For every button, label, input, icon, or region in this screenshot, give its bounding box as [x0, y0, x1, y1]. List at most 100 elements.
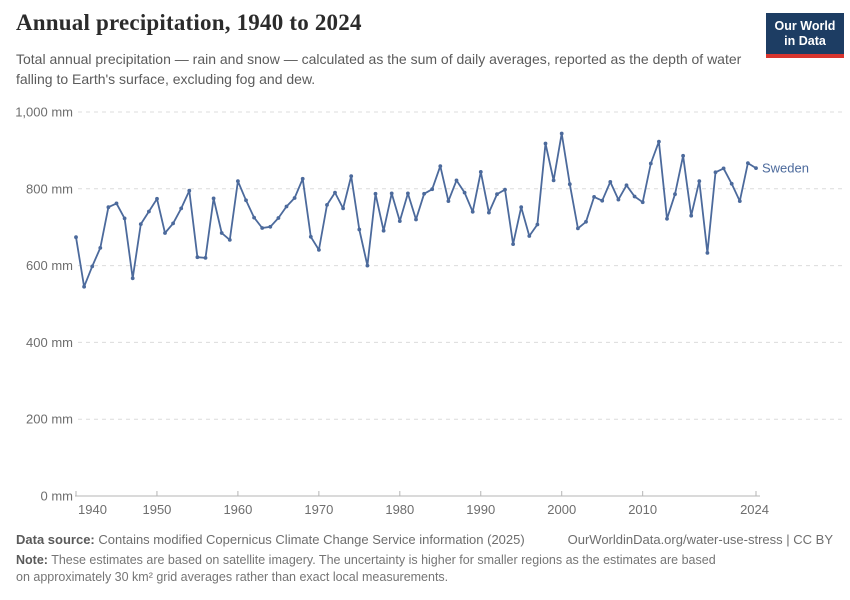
data-point[interactable]	[82, 284, 86, 289]
data-point[interactable]	[511, 242, 515, 247]
data-point[interactable]	[487, 210, 491, 215]
data-point[interactable]	[106, 205, 111, 210]
data-point[interactable]	[406, 191, 410, 196]
data-point[interactable]	[130, 276, 135, 281]
data-point[interactable]	[462, 190, 467, 195]
data-point[interactable]	[147, 209, 151, 214]
note-label: Note:	[16, 553, 48, 567]
data-point[interactable]	[122, 216, 127, 221]
note-text: These estimates are based on satellite i…	[16, 553, 716, 585]
data-point[interactable]	[478, 170, 483, 174]
data-point[interactable]	[203, 256, 208, 260]
chart-footer: Data source: Contains modified Copernicu…	[16, 532, 833, 587]
data-point[interactable]	[74, 235, 78, 240]
data-point[interactable]	[171, 221, 176, 226]
data-point[interactable]	[90, 264, 95, 269]
data-point[interactable]	[365, 263, 370, 268]
data-point[interactable]	[333, 190, 337, 195]
data-point[interactable]	[268, 224, 273, 229]
data-point[interactable]	[632, 194, 637, 199]
data-point[interactable]	[576, 226, 580, 231]
data-point[interactable]	[470, 209, 475, 214]
data-point[interactable]	[737, 199, 742, 204]
data-point[interactable]	[559, 131, 564, 136]
data-point[interactable]	[543, 141, 548, 146]
data-point[interactable]	[600, 198, 605, 203]
data-point[interactable]	[430, 187, 435, 192]
data-point[interactable]	[729, 181, 734, 186]
x-axis-tick-label: 2000	[547, 502, 576, 517]
owid-logo-line2: in Data	[784, 34, 826, 48]
data-point[interactable]	[551, 178, 556, 183]
data-point[interactable]	[567, 182, 572, 187]
data-point[interactable]	[138, 222, 143, 227]
owid-logo: Our World in Data	[766, 13, 844, 58]
data-point[interactable]	[260, 226, 265, 230]
data-point[interactable]	[389, 191, 394, 196]
data-point[interactable]	[608, 180, 613, 184]
data-point[interactable]	[422, 191, 426, 196]
data-point[interactable]	[284, 204, 289, 209]
data-point[interactable]	[495, 192, 499, 197]
data-point[interactable]	[114, 201, 119, 206]
data-series-line[interactable]	[75, 132, 757, 288]
data-point[interactable]	[276, 216, 281, 220]
data-point[interactable]	[616, 197, 621, 202]
data-point[interactable]	[292, 196, 297, 200]
data-point[interactable]	[414, 217, 418, 222]
data-point[interactable]	[98, 246, 103, 250]
data-point[interactable]	[211, 196, 216, 201]
data-point[interactable]	[187, 188, 192, 193]
data-point[interactable]	[721, 166, 726, 171]
data-point[interactable]	[357, 227, 362, 232]
data-point[interactable]	[397, 219, 402, 224]
data-point[interactable]	[592, 195, 596, 199]
data-point[interactable]	[373, 191, 378, 196]
x-axis-tick-label: 1950	[142, 502, 171, 517]
data-point[interactable]	[519, 205, 524, 210]
data-point[interactable]	[195, 255, 200, 260]
data-point[interactable]	[179, 206, 184, 211]
data-point[interactable]	[657, 139, 661, 144]
data-point[interactable]	[503, 187, 507, 192]
data-point[interactable]	[244, 198, 248, 203]
data-point[interactable]	[438, 164, 443, 169]
data-point[interactable]	[317, 248, 321, 252]
data-point[interactable]	[648, 161, 653, 166]
data-point[interactable]	[535, 222, 540, 227]
data-source-text: Contains modified Copernicus Climate Cha…	[98, 532, 525, 547]
data-point[interactable]	[673, 192, 677, 197]
data-point[interactable]	[713, 170, 718, 175]
data-point[interactable]	[689, 213, 694, 218]
y-axis-tick-label: 800 mm	[26, 181, 73, 196]
data-point[interactable]	[236, 179, 240, 184]
data-point[interactable]	[381, 228, 386, 233]
y-axis-tick-label: 1,000 mm	[15, 105, 73, 120]
owid-link[interactable]: OurWorldinData.org/water-use-stress | CC…	[567, 532, 833, 547]
data-point[interactable]	[163, 231, 167, 235]
chart-title: Annual precipitation, 1940 to 2024	[16, 10, 362, 35]
data-point[interactable]	[155, 196, 159, 201]
data-point[interactable]	[341, 206, 345, 211]
data-point[interactable]	[349, 174, 354, 179]
data-point[interactable]	[665, 216, 669, 221]
data-point[interactable]	[227, 238, 232, 242]
data-point[interactable]	[308, 234, 313, 239]
data-point[interactable]	[697, 179, 702, 184]
data-point[interactable]	[624, 183, 629, 188]
x-axis-tick-label: 1970	[304, 502, 333, 517]
data-point[interactable]	[584, 219, 588, 224]
data-point[interactable]	[454, 178, 459, 183]
data-point[interactable]	[754, 166, 758, 171]
data-point[interactable]	[746, 161, 750, 166]
data-point[interactable]	[705, 251, 710, 255]
data-point[interactable]	[446, 199, 451, 204]
data-point[interactable]	[252, 215, 256, 220]
data-point[interactable]	[527, 234, 532, 238]
data-point[interactable]	[300, 176, 305, 181]
data-point[interactable]	[219, 231, 224, 235]
data-point[interactable]	[325, 203, 329, 207]
data-point[interactable]	[681, 153, 685, 158]
data-point[interactable]	[640, 200, 645, 205]
